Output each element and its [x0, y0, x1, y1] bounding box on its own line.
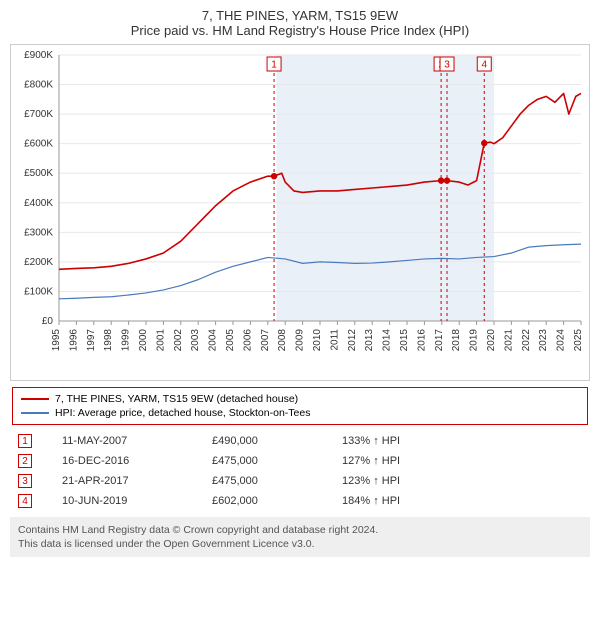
svg-text:2009: 2009 — [295, 329, 306, 352]
svg-text:1999: 1999 — [121, 329, 132, 352]
transaction-date: 21-APR-2017 — [62, 475, 212, 487]
svg-text:2012: 2012 — [347, 329, 358, 352]
svg-text:2023: 2023 — [538, 329, 549, 352]
page-subtitle: Price paid vs. HM Land Registry's House … — [10, 23, 590, 38]
svg-text:3: 3 — [444, 60, 450, 71]
svg-text:2022: 2022 — [521, 329, 532, 352]
transaction-marker: 4 — [18, 494, 32, 508]
svg-text:2005: 2005 — [225, 329, 236, 352]
svg-text:2015: 2015 — [399, 329, 410, 352]
svg-text:2006: 2006 — [242, 329, 253, 352]
svg-text:2003: 2003 — [190, 329, 201, 352]
svg-text:1998: 1998 — [103, 329, 114, 352]
transaction-date: 16-DEC-2016 — [62, 455, 212, 467]
svg-text:2011: 2011 — [329, 329, 340, 351]
svg-text:£600K: £600K — [24, 139, 53, 150]
svg-text:1: 1 — [271, 60, 277, 71]
svg-text:£0: £0 — [42, 316, 54, 327]
legend-swatch — [21, 398, 49, 400]
legend-label: HPI: Average price, detached house, Stoc… — [55, 407, 310, 419]
transaction-marker: 2 — [18, 454, 32, 468]
transaction-row: 2 16-DEC-2016£475,000127% ↑ HPI — [12, 451, 588, 471]
svg-text:£500K: £500K — [24, 168, 53, 179]
transaction-price: £475,000 — [212, 455, 342, 467]
transaction-delta: 123% ↑ HPI — [342, 475, 400, 487]
transaction-row: 3 21-APR-2017£475,000123% ↑ HPI — [12, 471, 588, 491]
svg-text:1997: 1997 — [86, 329, 97, 352]
footer-note: Contains HM Land Registry data © Crown c… — [10, 517, 590, 557]
svg-text:2018: 2018 — [451, 329, 462, 352]
legend-item: 7, THE PINES, YARM, TS15 9EW (detached h… — [21, 392, 579, 406]
svg-text:£200K: £200K — [24, 257, 53, 268]
transaction-marker: 3 — [18, 474, 32, 488]
svg-text:2001: 2001 — [155, 329, 166, 352]
svg-text:2007: 2007 — [260, 329, 271, 352]
transaction-date: 10-JUN-2019 — [62, 495, 212, 507]
svg-text:£300K: £300K — [24, 227, 53, 238]
svg-text:2019: 2019 — [469, 329, 480, 352]
svg-text:1996: 1996 — [68, 329, 79, 352]
legend-swatch — [21, 412, 49, 414]
page-title: 7, THE PINES, YARM, TS15 9EW — [10, 8, 590, 23]
svg-text:2021: 2021 — [503, 329, 514, 352]
svg-text:4: 4 — [481, 60, 487, 71]
svg-text:£800K: £800K — [24, 80, 53, 91]
svg-text:2004: 2004 — [208, 329, 219, 352]
chart-svg: £0 £100K £200K £300K £400K £500K £600K £700K £80… — [11, 45, 589, 375]
svg-text:£900K: £900K — [24, 50, 53, 61]
svg-text:2020: 2020 — [486, 329, 497, 352]
svg-text:2024: 2024 — [556, 329, 567, 352]
svg-text:2010: 2010 — [312, 329, 323, 352]
transaction-marker: 1 — [18, 434, 32, 448]
svg-text:2002: 2002 — [173, 329, 184, 352]
transaction-delta: 127% ↑ HPI — [342, 455, 400, 467]
price-chart: £0 £100K £200K £300K £400K £500K £600K £700K £80… — [10, 44, 590, 381]
transaction-delta: 133% ↑ HPI — [342, 435, 400, 447]
transactions-table: 1 11-MAY-2007£490,000133% ↑ HPI 2 16-DEC-20… — [12, 431, 588, 511]
footer-line-2: This data is licensed under the Open Gov… — [18, 537, 582, 551]
transaction-row: 4 10-JUN-2019£602,000184% ↑ HPI — [12, 491, 588, 511]
legend: 7, THE PINES, YARM, TS15 9EW (detached h… — [12, 387, 588, 425]
transaction-delta: 184% ↑ HPI — [342, 495, 400, 507]
svg-text:2013: 2013 — [364, 329, 375, 352]
svg-text:2000: 2000 — [138, 329, 149, 352]
transaction-price: £490,000 — [212, 435, 342, 447]
svg-text:2017: 2017 — [434, 329, 445, 352]
svg-text:2008: 2008 — [277, 329, 288, 352]
svg-text:1995: 1995 — [51, 329, 62, 352]
transaction-price: £475,000 — [212, 475, 342, 487]
transaction-price: £602,000 — [212, 495, 342, 507]
transaction-date: 11-MAY-2007 — [62, 435, 212, 447]
footer-line-1: Contains HM Land Registry data © Crown c… — [18, 523, 582, 537]
svg-text:2014: 2014 — [382, 329, 393, 352]
svg-text:2025: 2025 — [573, 329, 584, 352]
transaction-row: 1 11-MAY-2007£490,000133% ↑ HPI — [12, 431, 588, 451]
svg-text:£700K: £700K — [24, 109, 53, 120]
legend-item: HPI: Average price, detached house, Stoc… — [21, 406, 579, 420]
legend-label: 7, THE PINES, YARM, TS15 9EW (detached h… — [55, 393, 298, 405]
svg-text:£400K: £400K — [24, 198, 53, 209]
svg-text:£100K: £100K — [24, 286, 53, 297]
svg-text:2016: 2016 — [416, 329, 427, 352]
